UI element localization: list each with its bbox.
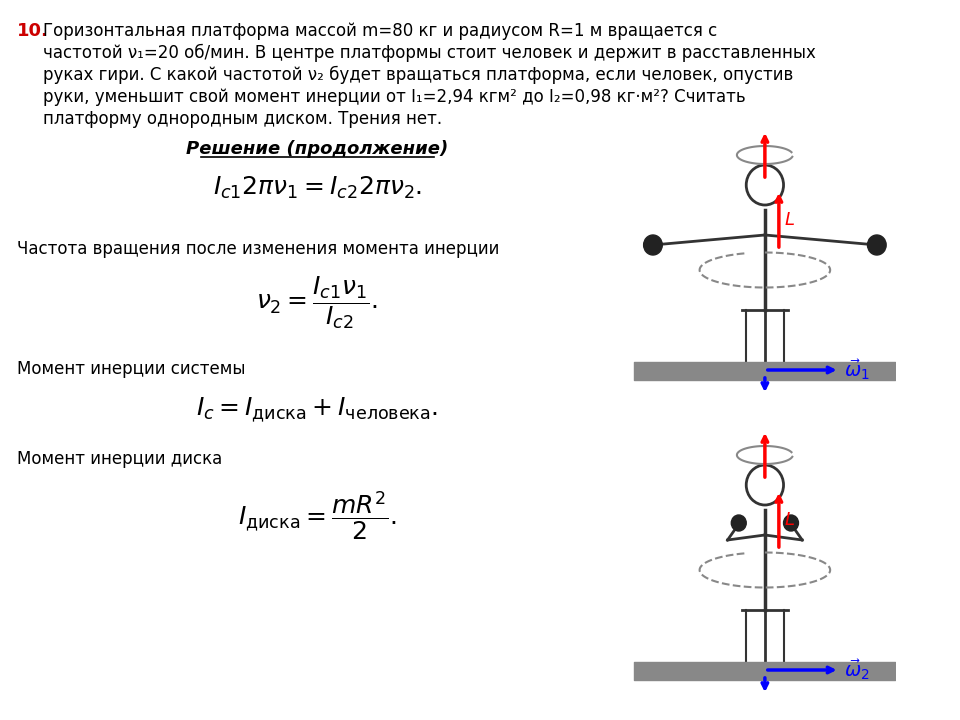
Text: 10.: 10. [16, 22, 49, 40]
Text: $L$: $L$ [783, 211, 795, 229]
Text: $I_c = I_{\rm диска} + I_{\rm человека}.$: $I_c = I_{\rm диска} + I_{\rm человека}.… [196, 395, 439, 423]
Circle shape [643, 235, 662, 255]
Text: $\vec{\omega}_1$: $\vec{\omega}_1$ [844, 358, 870, 382]
Text: $I_{c1}2\pi\nu_1 = I_{c2}2\pi\nu_2.$: $I_{c1}2\pi\nu_1 = I_{c2}2\pi\nu_2.$ [212, 175, 421, 201]
Text: частотой ν₁=20 об/мин. В центре платформы стоит человек и держит в расставленных: частотой ν₁=20 об/мин. В центре платформ… [43, 44, 816, 62]
Circle shape [732, 515, 746, 531]
Text: $L$: $L$ [783, 511, 795, 529]
Text: Момент инерции системы: Момент инерции системы [16, 360, 246, 378]
Text: руках гири. С какой частотой ν₂ будет вращаться платформа, если человек, опустив: руках гири. С какой частотой ν₂ будет вр… [43, 66, 793, 84]
Circle shape [746, 165, 783, 205]
Circle shape [746, 465, 783, 505]
Text: Частота вращения после изменения момента инерции: Частота вращения после изменения момента… [16, 240, 499, 258]
Text: $\nu_2 = \dfrac{I_{c1}\nu_1}{I_{c2}}.$: $\nu_2 = \dfrac{I_{c1}\nu_1}{I_{c2}}.$ [256, 275, 378, 331]
Text: Решение (продолжение): Решение (продолжение) [186, 140, 448, 158]
Text: платформу однородным диском. Трения нет.: платформу однородным диском. Трения нет. [43, 110, 442, 128]
Text: $\vec{\omega}_2$: $\vec{\omega}_2$ [844, 658, 870, 683]
Circle shape [868, 235, 886, 255]
Text: руки, уменьшит свой момент инерции от I₁=2,94 кгм² до I₂=0,98 кг·м²? Считать: руки, уменьшит свой момент инерции от I₁… [43, 88, 746, 106]
Text: Момент инерции диска: Момент инерции диска [16, 450, 222, 468]
Text: Горизонтальная платформа массой m=80 кг и радиусом R=1 м вращается с: Горизонтальная платформа массой m=80 кг … [43, 22, 717, 40]
Circle shape [783, 515, 799, 531]
Text: $I_{\rm диска} = \dfrac{mR^2}{2}.$: $I_{\rm диска} = \dfrac{mR^2}{2}.$ [238, 490, 396, 543]
